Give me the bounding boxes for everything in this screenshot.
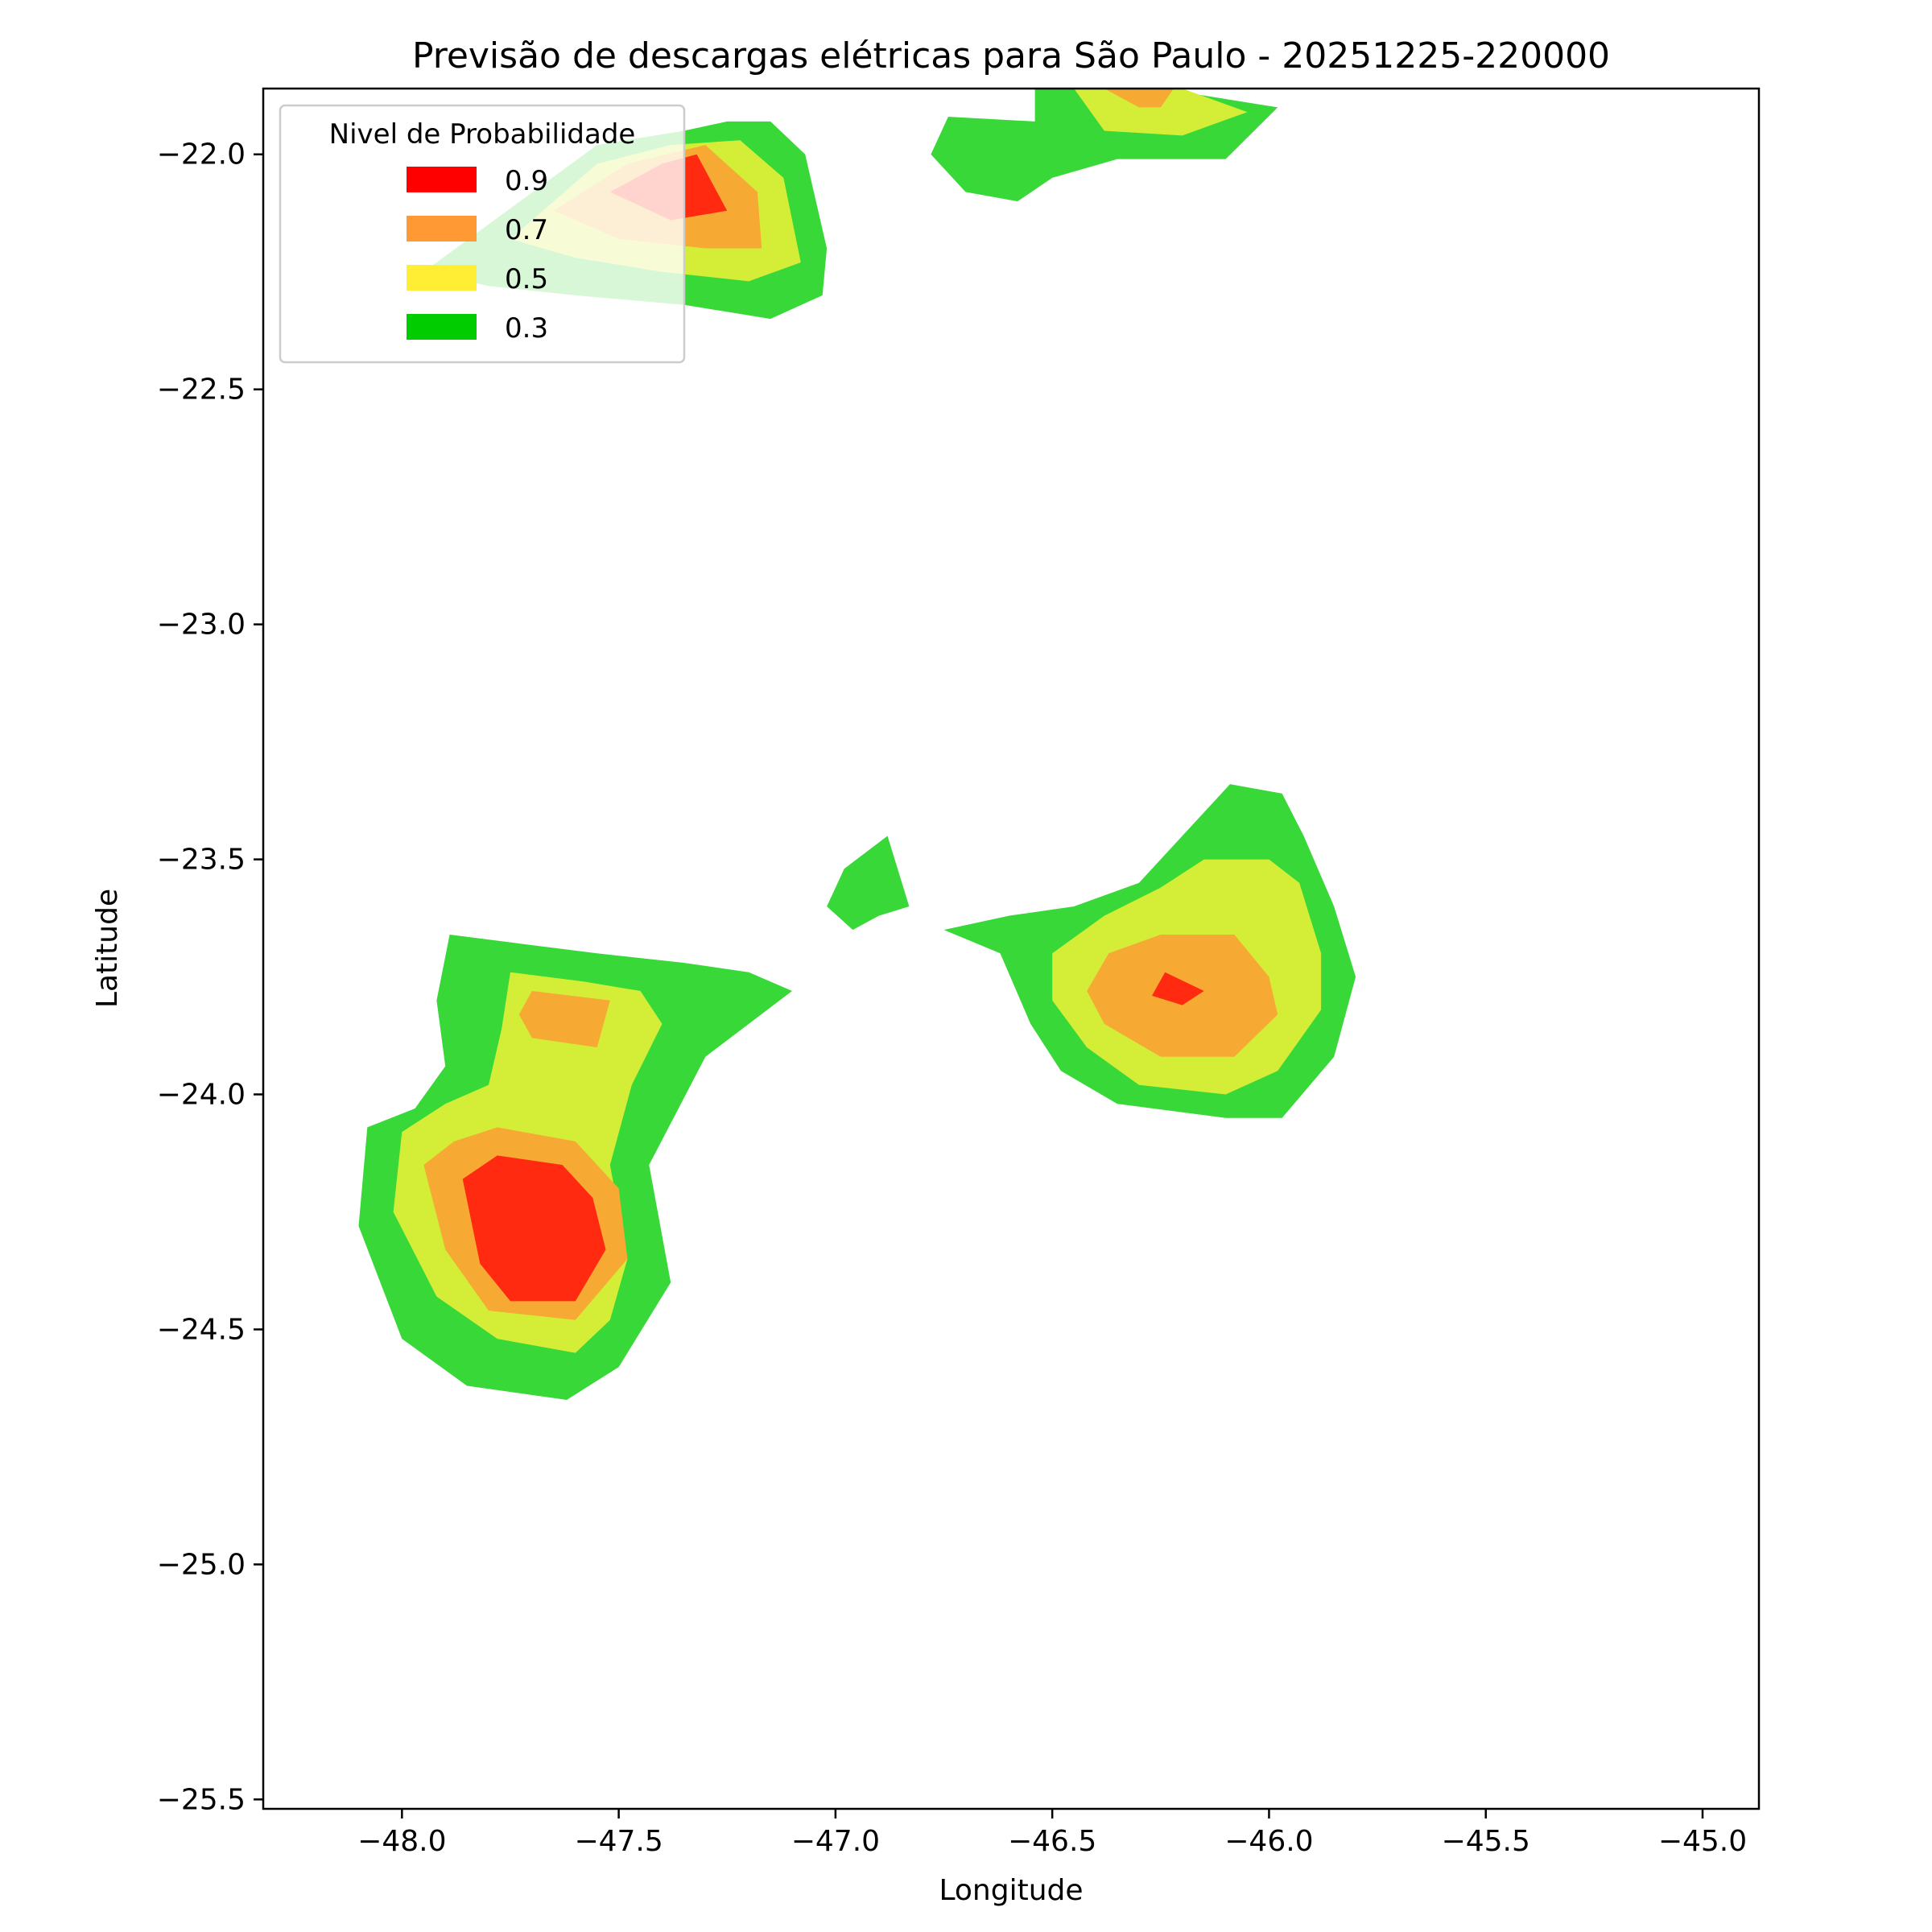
central-fragment [827, 836, 910, 931]
y-axis: −22.0 −22.5 −23.0 −23.5 −24.0 −24.5 −25.0 −25.5 [157, 138, 263, 1816]
x-tick-label: −48.0 [357, 1825, 446, 1858]
north-cell-level-0-5 [1074, 89, 1248, 136]
y-tick-label: −24.5 [157, 1313, 246, 1346]
southwest-cell [358, 935, 792, 1400]
y-tick-label: −23.5 [157, 844, 246, 877]
legend-label: 0.9 [505, 165, 548, 197]
southwest-cell-level-0-9 [462, 1155, 606, 1302]
north-cell-level-0-7 [1104, 89, 1174, 108]
x-tick-label: −47.0 [791, 1825, 880, 1858]
y-axis-title: Latitude [91, 889, 124, 1008]
x-tick-label: −45.0 [1658, 1825, 1747, 1858]
legend-title: Nivel de Probabilidade [329, 118, 636, 151]
plot-frame [262, 87, 1761, 1810]
x-tick-label: −46.5 [1008, 1825, 1096, 1858]
east-cell-level-0-9 [1152, 972, 1204, 1005]
x-tick-label: −45.5 [1442, 1825, 1530, 1858]
y-tick-label: −23.0 [157, 609, 246, 642]
x-axis: −48.0 −47.5 −47.0 −46.5 −46.0 −45.5 −45.0 [357, 1809, 1747, 1858]
legend: Nivel de Probabilidade 0.9 0.7 0.5 0.3 [279, 104, 686, 364]
y-tick-label: −22.0 [157, 138, 246, 171]
legend-label: 0.5 [505, 263, 548, 295]
legend-swatch [407, 265, 477, 291]
legend-swatch [407, 216, 477, 242]
x-tick-label: −47.5 [574, 1825, 663, 1858]
x-axis-title: Longitude [939, 1874, 1083, 1907]
legend-label: 0.3 [505, 312, 548, 345]
east-cell [943, 784, 1356, 1118]
chart-title: Previsão de descargas elétricas para São… [412, 35, 1610, 76]
legend-swatch [407, 314, 477, 340]
north-cell [931, 89, 1278, 202]
y-tick-label: −25.5 [157, 1783, 246, 1816]
legend-box [279, 104, 686, 364]
y-tick-label: −22.5 [157, 374, 246, 407]
southwest-cell-level-0-7 [518, 991, 610, 1048]
central-fragment-level-0-3 [827, 836, 910, 931]
y-tick-label: −24.0 [157, 1079, 246, 1112]
legend-entries: 0.9 0.7 0.5 0.3 [407, 165, 548, 345]
legend-swatch [407, 167, 477, 192]
legend-label: 0.7 [505, 214, 548, 246]
x-tick-label: −46.0 [1224, 1825, 1313, 1858]
y-tick-label: −25.0 [157, 1548, 246, 1581]
